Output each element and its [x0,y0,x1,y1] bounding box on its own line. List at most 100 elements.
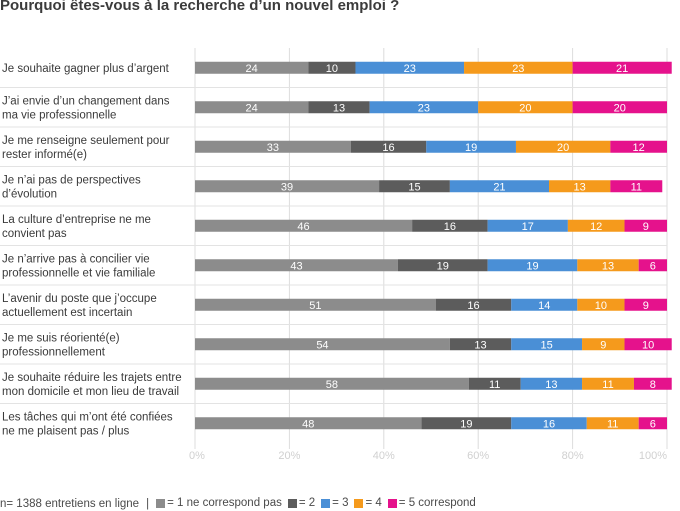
data-label: 20 [557,142,569,154]
legend-label: = 5 correspond [398,497,476,509]
bar-segment [582,338,625,351]
bar-segment [520,377,583,390]
data-label: 9 [643,221,649,233]
data-label: 16 [382,142,394,154]
data-label: 39 [281,181,293,193]
legend-item: = 3 [321,497,348,509]
bar-segment [195,259,398,272]
footer-separator: | [146,497,150,510]
data-label: 9 [643,300,649,312]
bar-segment [549,180,611,193]
bar-segment [586,417,639,430]
data-label: 23 [512,63,524,75]
category-label: Je n’arrive pas à concilier vie [2,253,150,265]
legend-swatch [387,498,397,508]
legend-item: = 2 [287,497,316,509]
category-label: Les tâches qui m’ont été confiées [2,411,173,423]
data-label: 48 [302,418,314,430]
bar-segment [412,219,488,232]
data-label: 15 [408,181,420,193]
bar-segment [468,377,521,390]
data-label: 15 [541,339,553,351]
data-label: 23 [404,63,416,75]
bar-segment [511,338,583,351]
data-label: 13 [474,339,486,351]
data-label: 11 [489,379,500,391]
stacked-bar-chart: Je souhaite gagner plus d’argent 24 10 23 23… [0,48,672,462]
category-label: La culture d’entreprise ne me [2,214,151,226]
bar-segment [195,180,380,193]
data-label: 24 [246,102,258,114]
x-tick-label: 100% [639,450,667,462]
bar-segment [577,298,625,311]
category-label: d’évolution [2,188,57,200]
bar-segment [449,180,549,193]
bar-segment [582,377,634,390]
bar-segment [572,101,667,114]
bar-segment [449,338,512,351]
data-label: 10 [595,300,607,312]
category-label: ma vie professionnelle [2,109,116,121]
data-label: 17 [522,221,534,233]
bar-segment [350,140,427,153]
bar-segment [638,417,667,430]
category-label: L’avenir du poste que j’occupe [2,293,157,305]
bar-segment [195,219,413,232]
bar-segment [572,61,672,74]
bar-segment [195,377,469,390]
bar-segment [421,417,512,430]
bar-segment [369,101,479,114]
data-label: 19 [460,418,472,430]
x-tick-label: 80% [562,450,584,462]
bar-segment [195,338,450,351]
data-label: 19 [465,142,477,154]
data-label: 51 [309,300,321,312]
bar-segment [610,140,667,153]
bar-segment [511,417,587,430]
category-label: Je me suis réorienté(e) [2,332,120,344]
data-label: 9 [600,339,606,351]
x-tick-label: 20% [278,450,300,462]
bar-segment [487,219,568,232]
bar-segment [355,61,465,74]
data-label: 20 [519,102,531,114]
data-label: 19 [526,260,538,272]
data-label: 19 [437,260,449,272]
data-label: 8 [650,379,656,391]
data-label: 16 [444,221,456,233]
category-label: ne me plaisent pas / plus [2,425,129,437]
data-label: 11 [631,181,642,193]
data-label: 16 [467,300,479,312]
data-label: 11 [602,379,613,391]
bar-segment [610,180,663,193]
data-label: 21 [616,63,628,75]
data-label: 43 [290,260,302,272]
category-label: Je n’ai pas de perspectives [2,174,141,186]
bar-segment [195,101,309,114]
bar-segment [487,259,578,272]
chart-footer: n= 1388 entretiens en ligne | = 1 ne cor… [0,497,482,511]
category-label: professionnellement [2,346,106,358]
data-label: 54 [316,339,328,351]
legend-swatch [321,498,331,508]
data-label: 13 [333,102,345,114]
data-label: 6 [650,260,656,272]
bar-segment [426,140,516,153]
data-label: 21 [493,181,505,193]
legend-label: = 2 [298,497,316,509]
legend-item: = 4 [354,497,382,509]
category-label: mon domicile et mon lieu de travail [2,386,179,398]
bar-segment [633,377,672,390]
data-label: 11 [607,418,618,430]
x-tick-label: 60% [467,450,489,462]
legend-swatch [287,498,297,508]
bar-segment [308,61,356,74]
data-label: 10 [642,339,654,351]
x-tick-label: 0% [189,450,205,462]
data-label: 23 [418,102,430,114]
bar-segment [195,417,422,430]
bar-segment [577,259,639,272]
data-label: 33 [267,142,279,154]
data-label: 20 [614,102,626,114]
category-label: Je souhaite réduire les trajets entre [2,372,182,384]
